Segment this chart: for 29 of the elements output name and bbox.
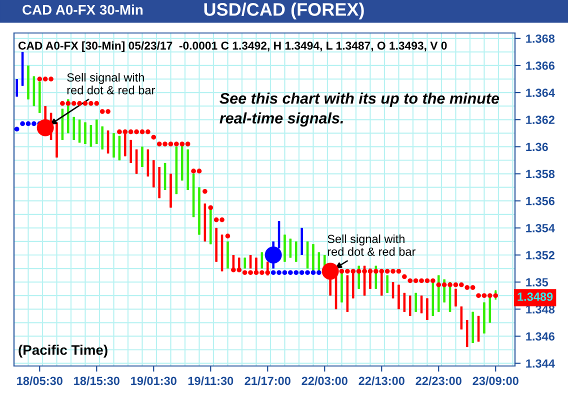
- y-tick-label: 1.356: [526, 196, 555, 206]
- text: 1.3489: [518, 292, 553, 301]
- x-tick-label: 18/05:30: [17, 376, 62, 386]
- y-tick-label: 1.352: [526, 251, 554, 260]
- y-tick-label: 1.36: [526, 142, 548, 152]
- annotation: See this chart with its up to the minute real-time signals.: [220, 92, 500, 127]
- x-tick-label: 22/23:00: [416, 376, 462, 386]
- annotation: Sell signal with red dot & red bar: [67, 72, 156, 94]
- y-tick-label: 1.358: [526, 170, 555, 178]
- x-tick-label: 23/09:00: [472, 376, 518, 386]
- y-tick-label: 1.354: [526, 224, 555, 232]
- annotation: Sell signal with red dot & red bar: [328, 234, 416, 256]
- y-tick-label: 1.362: [526, 116, 554, 124]
- chart-title: USD/CAD (FOREX): [204, 2, 364, 20]
- x-tick-label: 22/13:00: [358, 376, 404, 386]
- x-tick-label: 19/01:30: [131, 376, 176, 386]
- annotation: (Pacific Time): [18, 344, 108, 358]
- y-tick-label: 1.35: [526, 278, 548, 286]
- y-tick-label: 1.344: [526, 359, 555, 368]
- y-tick-label: 1.364: [526, 88, 555, 97]
- x-tick-label: 18/15:30: [74, 376, 120, 386]
- text: CAD A0-FX 30-Min: [22, 4, 143, 15]
- x-tick-label: 21/17:00: [244, 376, 290, 386]
- x-tick-label: 22/03:00: [302, 376, 348, 386]
- y-tick-label: 1.368: [526, 34, 555, 43]
- text: CAD A0-FX [30-Min] 05/23/17 -0.0001 C 1.3492, H 1.3494, L 1.3487, O 1.3493, V 0: [18, 41, 447, 52]
- y-tick-label: 1.366: [526, 62, 555, 70]
- y-tick-label: 1.346: [526, 332, 555, 341]
- x-tick-label: 19/11:30: [188, 376, 234, 386]
